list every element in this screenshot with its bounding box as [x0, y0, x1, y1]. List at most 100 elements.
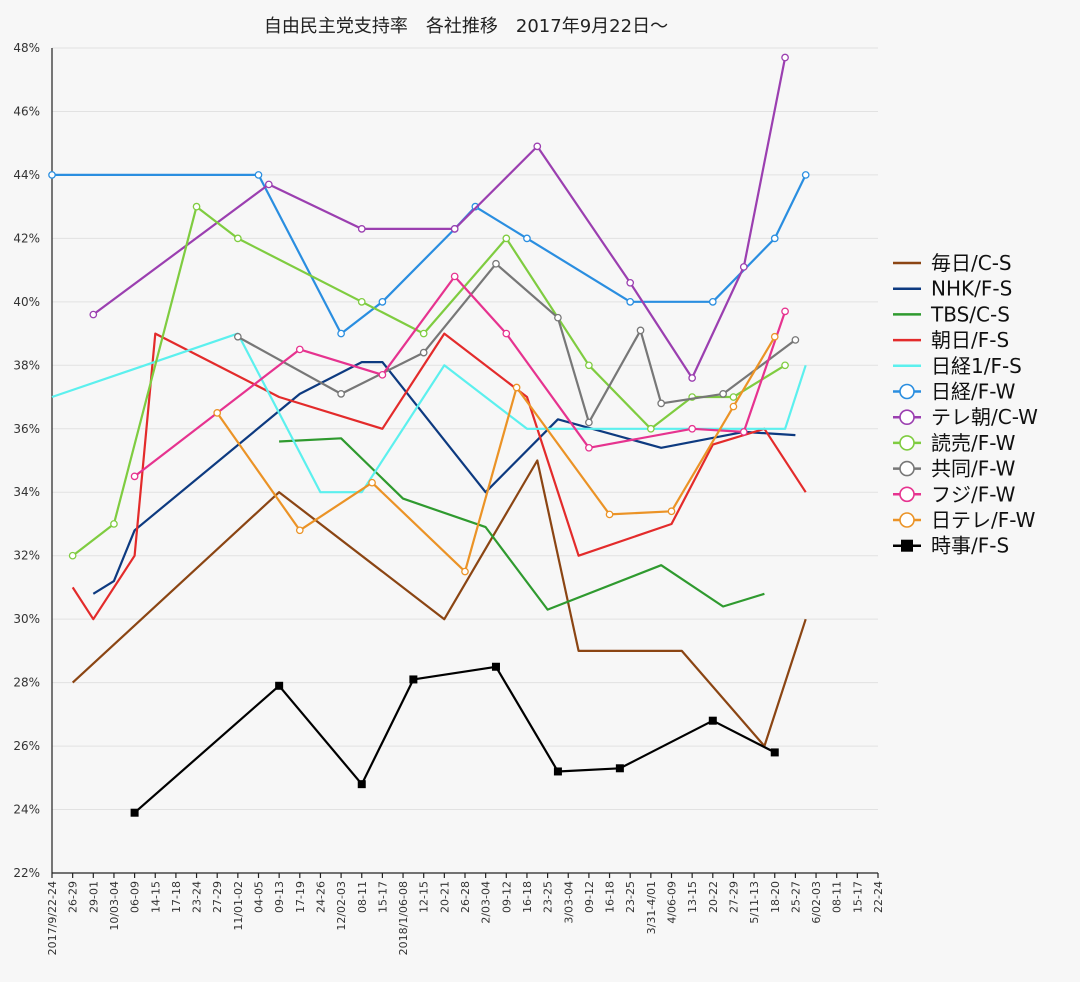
x-tick-label: 12/02-03: [335, 881, 348, 931]
legend-swatch-marker: [899, 512, 915, 528]
series-line: [237, 262, 797, 424]
x-tick-label: 20-21: [438, 881, 451, 913]
legend-swatch-marker: [899, 435, 915, 451]
series-line: [71, 459, 807, 748]
data-point: [533, 142, 542, 151]
data-point: [234, 234, 242, 243]
x-tick-label: 08-11: [831, 881, 844, 913]
x-tick-label: 10/03-04: [108, 881, 121, 931]
x-tick-label: 26-29: [67, 881, 80, 913]
legend-item: 日経1/F-S: [893, 354, 1022, 378]
y-tick-label: 42%: [13, 231, 40, 245]
data-point: [512, 383, 521, 392]
data-point: [781, 53, 789, 62]
legend-item: 日テレ/F-W: [893, 508, 1036, 532]
legend-label: NHK/F-S: [931, 277, 1012, 301]
x-tick-label: 3/31-4/01: [645, 881, 658, 934]
y-tick-label: 28%: [13, 676, 40, 690]
data-point: [234, 332, 242, 341]
legend-label: TBS/C-S: [930, 302, 1010, 326]
legend-label: 日テレ/F-W: [931, 508, 1036, 532]
x-tick-label: 25-27: [789, 881, 802, 913]
data-point: [295, 526, 304, 535]
y-tick-label: 46%: [13, 104, 40, 118]
data-point: [130, 472, 139, 481]
data-point: [626, 297, 635, 306]
x-tick-label: 17-19: [294, 881, 307, 913]
series-5: [51, 332, 807, 494]
legend-label: フジ/F-W: [931, 482, 1016, 506]
data-point: [626, 278, 635, 287]
series-10: [130, 272, 789, 481]
data-point: [605, 510, 614, 519]
series-line: [71, 332, 807, 621]
legend-swatch-marker: [899, 486, 915, 503]
series-line: [92, 57, 787, 380]
data-point: [492, 259, 500, 268]
series-line: [51, 332, 807, 494]
legend-swatch-marker: [901, 539, 913, 552]
data-point: [419, 348, 428, 357]
data-point: [450, 272, 459, 281]
series-layer: [48, 53, 810, 817]
data-point: [523, 234, 531, 243]
data-point: [781, 307, 789, 316]
series-6: [48, 171, 810, 338]
x-tick-label: 12-15: [418, 881, 431, 913]
data-point: [461, 567, 469, 576]
legend: 毎日/C-SNHK/F-STBS/C-S朝日/F-S日経1/F-S日経/F-Wテ…: [893, 251, 1038, 558]
legend-item: 共同/F-W: [893, 457, 1016, 481]
y-tick-label: 30%: [13, 612, 40, 626]
data-point: [409, 675, 418, 684]
data-point: [770, 332, 779, 341]
x-tick-label: 23-25: [542, 881, 555, 913]
x-tick-label: 14-15: [149, 881, 162, 913]
x-tick-label: 11/01-02: [232, 881, 245, 931]
data-point: [781, 361, 789, 370]
data-point: [357, 780, 366, 789]
data-point: [739, 428, 748, 436]
x-tick-label: 24-26: [314, 881, 327, 913]
axis-layer: 22% 24% 26% 28% 30% 32% 34% 36% 38% 40% 42% 44% 46% 4…: [13, 41, 885, 955]
data-point: [636, 326, 645, 335]
x-tick-label: 09-12: [583, 881, 596, 913]
series-line: [72, 205, 786, 557]
x-tick-label: 17-18: [170, 881, 183, 913]
data-point: [110, 520, 118, 528]
data-point: [739, 263, 748, 271]
x-tick-label: 27-29: [727, 881, 740, 913]
legend-item: 毎日/C-S: [893, 251, 1012, 275]
legend-label: 時事/F-S: [931, 534, 1009, 558]
data-point: [708, 716, 717, 725]
y-tick-label: 26%: [13, 739, 40, 753]
y-tick-label: 24%: [13, 803, 40, 817]
x-tick-label: 27-29: [211, 881, 224, 913]
data-point: [295, 345, 304, 354]
data-point: [419, 329, 428, 338]
legend-label: 日経/F-W: [931, 380, 1016, 404]
series-9: [234, 259, 800, 427]
x-tick-label: 15-17: [376, 881, 389, 913]
legend-item: 読売/F-W: [893, 431, 1016, 455]
x-tick-label: 16-18: [521, 881, 534, 913]
chart-title: 自由民主党支持率 各社推移 2017年9月22日〜: [264, 16, 668, 37]
legend-label: 毎日/C-S: [931, 251, 1012, 275]
y-tick-label: 44%: [13, 168, 40, 182]
data-point: [213, 409, 222, 417]
data-point: [801, 171, 810, 179]
y-tick-label: 34%: [13, 485, 40, 499]
y-tick-label: 36%: [13, 422, 40, 436]
x-tick-label: 23-24: [191, 881, 204, 913]
data-point: [357, 297, 366, 306]
x-tick-label: 08-11: [356, 881, 369, 913]
x-tick-label: 26-28: [459, 881, 472, 913]
data-point: [275, 681, 284, 690]
series-4: [71, 332, 807, 621]
data-point: [646, 424, 655, 433]
x-tick-label: 15-17: [851, 881, 864, 913]
x-tick-label: 6/02-03: [810, 881, 823, 924]
data-point: [491, 662, 500, 671]
data-point: [357, 225, 366, 233]
data-point: [719, 390, 727, 398]
data-point: [688, 424, 697, 433]
